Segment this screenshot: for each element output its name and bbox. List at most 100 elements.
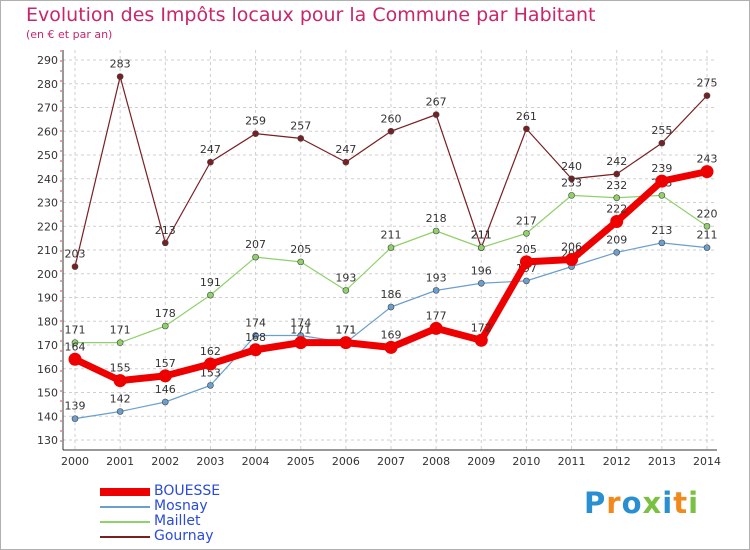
- data-label-bouesse-2008: 177: [426, 309, 447, 322]
- data-label-bouesse-2000: 164: [65, 340, 86, 353]
- data-label-mosnay-2001: 142: [110, 393, 131, 406]
- point-maillet-2010: [523, 230, 530, 237]
- data-label-maillet-2010: 217: [516, 214, 537, 227]
- data-label-gournay-2003: 247: [200, 143, 221, 156]
- logo-letter: x: [642, 486, 663, 520]
- data-label-maillet-2008: 218: [426, 212, 447, 225]
- data-label-gournay-2010: 261: [516, 110, 537, 123]
- point-bouesse-2006: [339, 336, 353, 350]
- point-gournay-2006: [342, 158, 350, 166]
- y-tick-label-210: 210: [37, 244, 58, 257]
- data-label-bouesse-2003: 162: [200, 345, 221, 358]
- point-gournay-2003: [207, 158, 214, 166]
- y-tick-label-150: 150: [37, 387, 58, 400]
- data-label-gournay-2004: 259: [245, 115, 266, 128]
- point-gournay-2002: [161, 239, 169, 247]
- data-label-maillet-2012: 232: [606, 179, 627, 192]
- point-maillet-2014: [703, 222, 711, 230]
- point-mosnay-2009: [477, 279, 485, 287]
- data-label-mosnay-2003: 153: [200, 366, 221, 379]
- data-label-gournay-2013: 255: [651, 124, 672, 137]
- y-tick-label-280: 280: [37, 78, 58, 91]
- logo-letter: o: [621, 486, 643, 520]
- point-maillet-2012: [613, 194, 621, 202]
- point-maillet-2003: [207, 291, 214, 299]
- point-gournay-2007: [387, 127, 395, 135]
- data-label-gournay-2011: 240: [561, 160, 582, 173]
- y-tick-label-220: 220: [37, 220, 58, 233]
- point-maillet-2002: [161, 322, 169, 330]
- data-label-mosnay-2002: 146: [155, 383, 176, 396]
- point-bouesse-2004: [249, 343, 263, 357]
- point-bouesse-2003: [203, 357, 217, 371]
- point-bouesse-2007: [384, 340, 398, 354]
- data-label-mosnay-2007: 186: [381, 288, 402, 301]
- data-label-gournay-2001: 283: [110, 58, 131, 71]
- data-label-maillet-2003: 191: [200, 276, 221, 289]
- point-bouesse-2008: [429, 321, 443, 335]
- data-label-mosnay-2005: 174: [290, 317, 311, 330]
- data-label-maillet-2004: 207: [245, 238, 266, 251]
- y-tick-label-140: 140: [37, 410, 58, 423]
- point-bouesse-2012: [610, 215, 624, 228]
- data-label-bouesse-2002: 157: [155, 357, 176, 370]
- y-tick-label-270: 270: [37, 102, 58, 115]
- x-tick-label-2002: 2002: [151, 455, 179, 468]
- data-label-bouesse-2004: 168: [245, 331, 266, 344]
- legend-label-bouesse: BOUESSE: [154, 483, 221, 499]
- proxiti-logo: Proxiti: [584, 486, 699, 520]
- data-label-bouesse-2009: 172: [471, 321, 492, 334]
- y-tick-label-240: 240: [37, 173, 58, 186]
- point-mosnay-2014: [703, 244, 711, 251]
- x-tick-label-2012: 2012: [603, 455, 631, 468]
- x-tick-label-2005: 2005: [287, 455, 315, 468]
- data-label-gournay-2007: 260: [381, 112, 402, 125]
- chart-title: Evolution des Impôts locaux pour la Comm…: [26, 4, 596, 26]
- legend-label-maillet: Maillet: [154, 513, 201, 529]
- x-tick-label-2004: 2004: [242, 455, 270, 468]
- point-bouesse-2013: [655, 174, 669, 188]
- data-label-gournay-2014: 275: [697, 77, 718, 90]
- chart-subtitle: (en € et par an): [26, 28, 113, 41]
- logo-letter: r: [606, 486, 622, 520]
- point-bouesse-2011: [565, 253, 579, 266]
- point-mosnay-2002: [161, 398, 169, 406]
- point-gournay-2005: [297, 135, 305, 142]
- x-tick-label-2014: 2014: [693, 455, 721, 468]
- point-mosnay-2003: [207, 382, 214, 389]
- x-tick-label-2010: 2010: [512, 455, 540, 468]
- legend-swatch-mosnay: [100, 506, 150, 508]
- point-maillet-2004: [252, 253, 259, 261]
- point-mosnay-2012: [613, 249, 621, 256]
- data-label-maillet-2014: 220: [697, 207, 718, 220]
- y-tick-label-160: 160: [37, 363, 58, 376]
- logo-letter: t: [673, 486, 689, 520]
- point-maillet-2011: [568, 192, 575, 199]
- data-label-bouesse-2006: 171: [335, 324, 356, 337]
- legend-swatch-bouesse: [100, 488, 150, 496]
- y-tick-label-200: 200: [37, 268, 58, 281]
- y-tick-label-230: 230: [37, 197, 58, 210]
- data-label-maillet-2001: 171: [110, 324, 131, 337]
- y-tick-label-180: 180: [37, 315, 58, 328]
- point-bouesse-2001: [113, 374, 127, 388]
- data-label-mosnay-2004: 174: [245, 317, 266, 330]
- point-gournay-2014: [703, 92, 711, 99]
- point-gournay-2011: [568, 175, 575, 183]
- point-mosnay-2008: [432, 287, 440, 294]
- point-mosnay-2013: [658, 239, 666, 247]
- point-gournay-2010: [523, 125, 530, 133]
- data-label-mosnay-2000: 139: [65, 400, 86, 413]
- point-maillet-2007: [387, 244, 395, 251]
- data-label-mosnay-2014: 211: [697, 229, 718, 242]
- point-gournay-2001: [116, 73, 124, 80]
- point-maillet-2009: [477, 244, 485, 251]
- data-label-mosnay-2008: 193: [426, 271, 447, 284]
- point-gournay-2008: [432, 111, 440, 118]
- point-bouesse-2000: [68, 352, 82, 366]
- data-label-gournay-2008: 267: [426, 96, 447, 109]
- logo-letter: P: [584, 486, 607, 520]
- data-label-bouesse-2010: 205: [516, 243, 537, 256]
- point-mosnay-2001: [116, 408, 124, 415]
